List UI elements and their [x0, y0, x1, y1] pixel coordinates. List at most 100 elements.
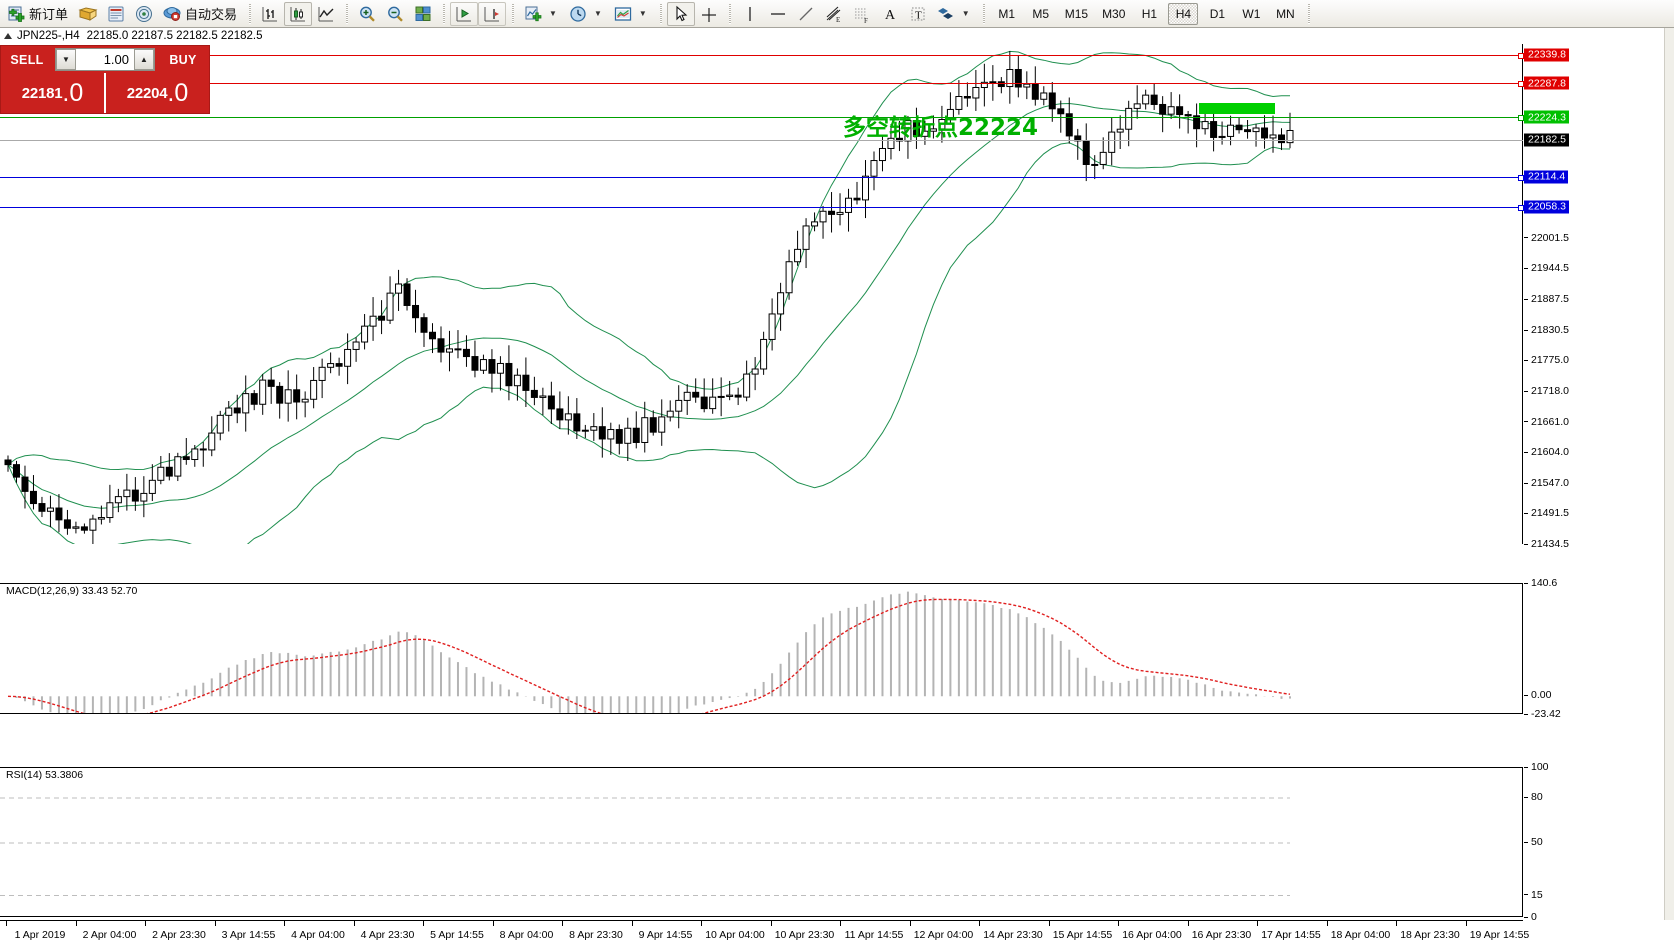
vertical-scrollbar[interactable] — [1664, 28, 1674, 920]
time-tick-mark — [423, 921, 424, 926]
line-chart-button[interactable] — [312, 2, 340, 26]
text-label-tool-button[interactable]: A — [876, 2, 904, 26]
time-tick-label: 4 Apr 23:30 — [360, 929, 415, 941]
price-level-line[interactable] — [0, 174, 1524, 181]
time-tick-mark — [562, 921, 563, 926]
market-watch-button[interactable] — [102, 2, 130, 26]
buy-button[interactable]: BUY — [169, 52, 197, 67]
volume-decrease-button[interactable]: ▼ — [56, 49, 76, 70]
price-tick: 21718.0 — [1524, 385, 1569, 397]
price-level-label[interactable]: 22182.5 — [1524, 133, 1569, 147]
macd-pane[interactable] — [0, 583, 1523, 714]
period-button[interactable]: ▼ — [564, 2, 609, 26]
fibonacci-tool-button[interactable]: F — [848, 2, 876, 26]
shift-chart-button[interactable] — [450, 1, 479, 26]
time-tick-label: 3 Apr 14:55 — [221, 929, 276, 941]
equidistant-channel-tool-button[interactable]: E — [820, 2, 848, 26]
candlestick-chart-icon — [288, 4, 308, 24]
trend-line-tool-button[interactable] — [792, 2, 820, 26]
bar-chart-button[interactable] — [256, 2, 284, 26]
vertical-line-tool-button[interactable] — [736, 2, 764, 26]
auto-trading-button[interactable]: 自动交易 — [158, 2, 243, 26]
time-tick-mark — [492, 921, 494, 926]
price-level-label[interactable]: 22287.8 — [1524, 76, 1569, 90]
volume-value[interactable]: 1.00 — [76, 49, 134, 70]
timeframe-m30-button[interactable]: M30 — [1102, 6, 1126, 21]
one-click-trading-panel[interactable]: SELL ▼ 1.00 ▲ BUY 22181 .0 22204 .0 — [0, 45, 210, 114]
zoom-in-button[interactable] — [353, 2, 381, 26]
price-tick: 22001.5 — [1524, 232, 1569, 244]
price-scale[interactable]: 22001.5 21944.5 21887.5 21830.5 21775.0 21718… — [1524, 44, 1674, 923]
price-level-label[interactable]: 22058.3 — [1524, 200, 1569, 214]
timeframe-h1-button[interactable]: H1 — [1141, 6, 1158, 21]
shapes-tool-button[interactable]: ▼ — [932, 2, 977, 26]
tile-windows-button[interactable] — [409, 2, 437, 26]
zoom-out-button[interactable] — [381, 2, 409, 26]
macd-tick: 140.6 — [1524, 577, 1557, 589]
time-tick-mark — [1048, 921, 1050, 926]
price-level-label[interactable]: 22339.8 — [1524, 48, 1569, 62]
price-level-line[interactable] — [0, 81, 1524, 87]
volume-increase-button[interactable]: ▲ — [134, 49, 154, 70]
price-level-line[interactable] — [0, 115, 1524, 122]
sell-price[interactable]: 22181 .0 — [1, 73, 104, 113]
price-level-label[interactable]: 22224.3 — [1524, 110, 1569, 124]
buy-price[interactable]: 22204 .0 — [106, 73, 209, 113]
time-tick-label: 1 Apr 2019 — [14, 929, 66, 941]
timeframe-h4-button[interactable]: H4 — [1168, 2, 1199, 25]
indicators-button[interactable]: ▼ — [519, 2, 564, 26]
timeframe-group: M1 M5 M15 M30 H1 H4 D1 W1 MN — [990, 2, 1303, 25]
toolbar-separator — [509, 3, 516, 25]
time-tick-label: 18 Apr 23:30 — [1400, 929, 1460, 941]
crosshair-tool-button[interactable] — [695, 2, 723, 26]
price-level-line[interactable] — [0, 52, 1524, 59]
timeframe-m5-button[interactable]: M5 — [1032, 6, 1050, 21]
price-level-label[interactable]: 22114.4 — [1524, 170, 1569, 184]
macd-label: MACD(12,26,9) 33.43 52.70 — [4, 585, 140, 597]
indicators-icon — [523, 4, 543, 24]
price-tick: 21661.0 — [1524, 416, 1569, 428]
chevron-down-icon[interactable]: ▼ — [961, 9, 970, 18]
chevron-down-icon[interactable]: ▼ — [549, 9, 557, 18]
svg-text:F: F — [864, 17, 868, 24]
rsi-tick: 100 — [1524, 761, 1549, 773]
time-tick-mark — [1465, 921, 1467, 926]
templates-button[interactable]: ▼ — [609, 2, 654, 26]
chevron-down-icon[interactable]: ▼ — [638, 9, 647, 18]
timeframe-m15-button[interactable]: M15 — [1064, 6, 1089, 21]
price-level-line[interactable] — [0, 139, 1523, 141]
collapse-icon[interactable] — [4, 33, 12, 39]
trade-panel-divider — [104, 73, 106, 113]
open-position-marker[interactable] — [1199, 103, 1275, 114]
toolbar-separator — [440, 3, 447, 25]
new-order-button[interactable]: 新订单 — [2, 2, 74, 26]
timeframe-d1-button[interactable]: D1 — [1209, 6, 1226, 21]
timeframe-mn-button[interactable]: MN — [1276, 6, 1295, 21]
price-chart-pane[interactable] — [0, 44, 1523, 544]
toolbar-separator — [657, 3, 664, 25]
timeframe-w1-button[interactable]: W1 — [1242, 6, 1261, 21]
macd-tick: -23.42 — [1524, 708, 1561, 720]
rsi-label: RSI(14) 53.3806 — [4, 769, 86, 781]
chart-annotation[interactable]: 多空转折点22224 — [843, 115, 1039, 141]
svg-text:A: A — [885, 8, 896, 23]
rsi-pane[interactable] — [0, 767, 1523, 917]
timeframe-m1-button[interactable]: M1 — [998, 6, 1016, 21]
time-tick-label: 17 Apr 14:55 — [1261, 929, 1321, 941]
profiles-button[interactable] — [74, 2, 102, 26]
time-tick-label: 16 Apr 23:30 — [1191, 929, 1252, 941]
rsi-canvas — [0, 768, 1290, 896]
cursor-tool-button[interactable] — [666, 1, 695, 26]
sell-button[interactable]: SELL — [10, 52, 44, 67]
chevron-down-icon[interactable]: ▼ — [593, 9, 602, 18]
price-level-line[interactable] — [0, 204, 1524, 211]
rsi-tick: 15 — [1524, 889, 1543, 901]
navigator-button[interactable] — [130, 2, 158, 26]
horizontal-line-tool-button[interactable] — [764, 2, 792, 26]
auto-scroll-button[interactable] — [478, 1, 507, 26]
volume-stepper[interactable]: ▼ 1.00 ▲ — [55, 48, 155, 71]
time-tick-label: 10 Apr 04:00 — [705, 929, 765, 941]
candlestick-chart-button[interactable] — [284, 1, 313, 26]
text-box-tool-button[interactable]: T — [904, 2, 932, 26]
time-axis[interactable]: 1 Apr 2019 2 Apr 04:00 2 Apr 23:30 3 Apr 14… — [0, 920, 1529, 947]
